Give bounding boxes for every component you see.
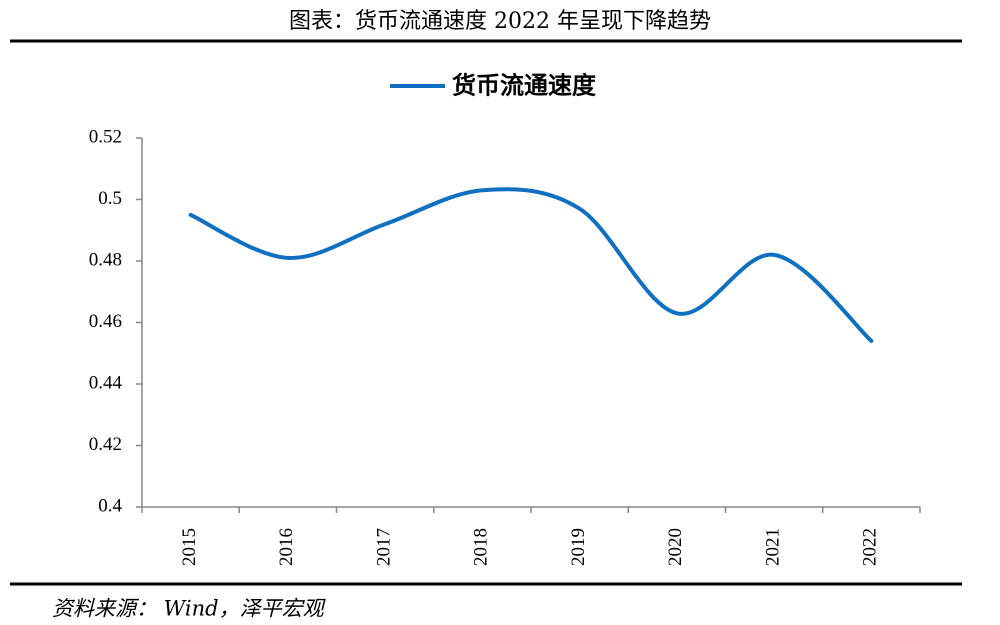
x-tick-label: 2018 <box>471 528 492 566</box>
legend-label: 货币流通速度 <box>452 71 597 100</box>
x-tick-label: 2016 <box>276 528 297 566</box>
y-tick-label: 0.4 <box>98 495 122 516</box>
y-tick-label: 0.48 <box>89 249 122 270</box>
x-tick-label: 2020 <box>665 528 686 566</box>
y-tick-label: 0.42 <box>89 434 122 455</box>
y-tick-label: 0.44 <box>89 372 123 393</box>
y-tick-label: 0.52 <box>89 126 122 147</box>
x-tick-label: 2019 <box>568 528 589 566</box>
x-tick-label: 2022 <box>860 528 881 566</box>
y-tick-label: 0.46 <box>89 311 122 332</box>
data-line <box>188 187 874 343</box>
x-tick-label: 2015 <box>179 528 200 566</box>
y-tick-label: 0.5 <box>98 188 122 209</box>
source-note: 资料来源： Wind，泽平宏观 <box>52 597 327 621</box>
x-tick-label: 2017 <box>373 528 394 566</box>
page-title: 图表：货币流通速度 2022 年呈现下降趋势 <box>289 9 711 34</box>
x-tick-label: 2021 <box>762 528 783 566</box>
